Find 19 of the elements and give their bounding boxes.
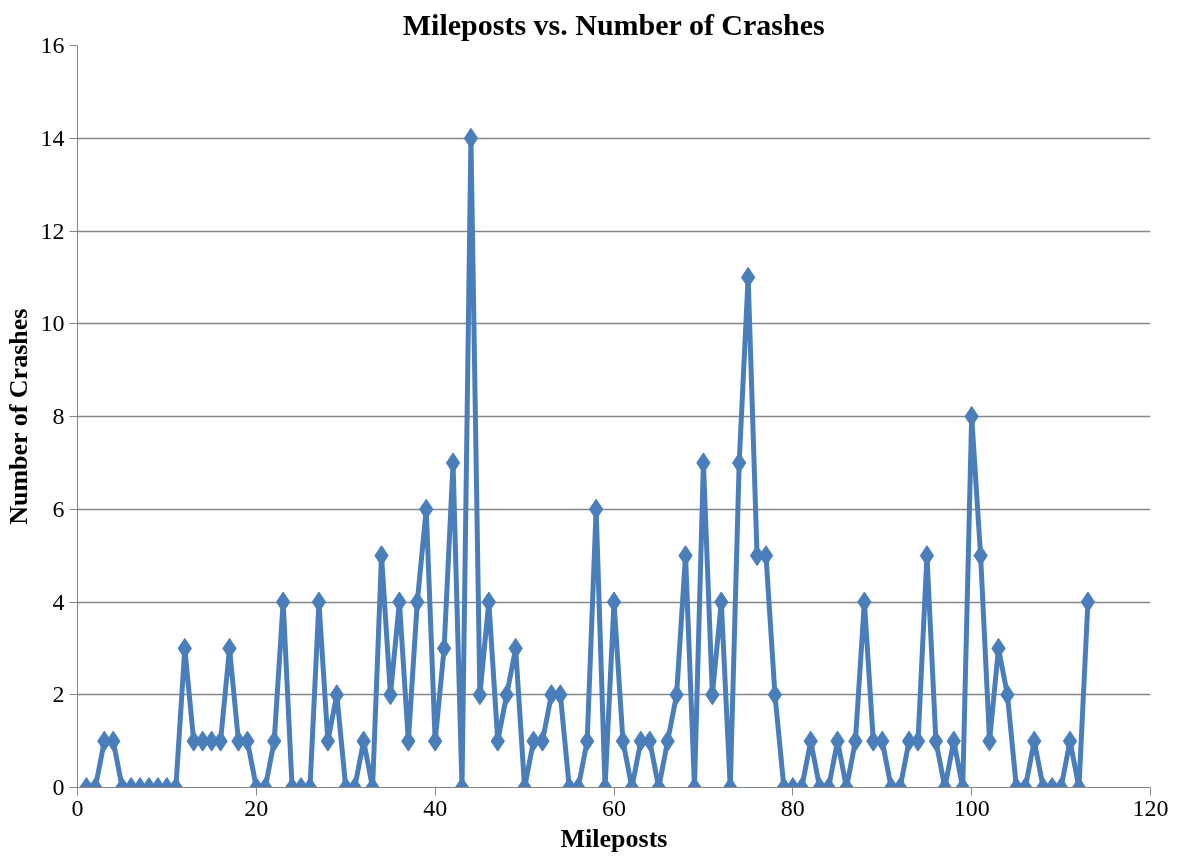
x-tick-label: 100 bbox=[953, 794, 990, 821]
x-axis-title: Mileposts bbox=[560, 823, 668, 853]
y-axis-title: Number of Crashes bbox=[3, 308, 33, 525]
y-tick-label: 12 bbox=[40, 217, 65, 244]
y-tick-label: 16 bbox=[40, 32, 65, 58]
x-tick-label: 40 bbox=[423, 794, 448, 821]
y-tick-label: 4 bbox=[52, 588, 65, 615]
x-tick-label: 80 bbox=[780, 794, 805, 821]
x-tick-label: 60 bbox=[602, 794, 626, 821]
y-tick-label: 2 bbox=[52, 681, 65, 708]
chart-title: Mileposts vs. Number of Crashes bbox=[402, 7, 825, 41]
y-tick-label: 8 bbox=[52, 403, 65, 429]
x-tick-label: 120 bbox=[1132, 794, 1169, 821]
y-tick-label: 10 bbox=[40, 310, 65, 337]
y-tick-label: 6 bbox=[52, 495, 65, 522]
y-tick-label: 0 bbox=[52, 774, 65, 800]
y-tick-label: 14 bbox=[40, 124, 65, 151]
x-tick-label: 20 bbox=[244, 794, 269, 821]
x-tick-label: 0 bbox=[71, 794, 84, 821]
